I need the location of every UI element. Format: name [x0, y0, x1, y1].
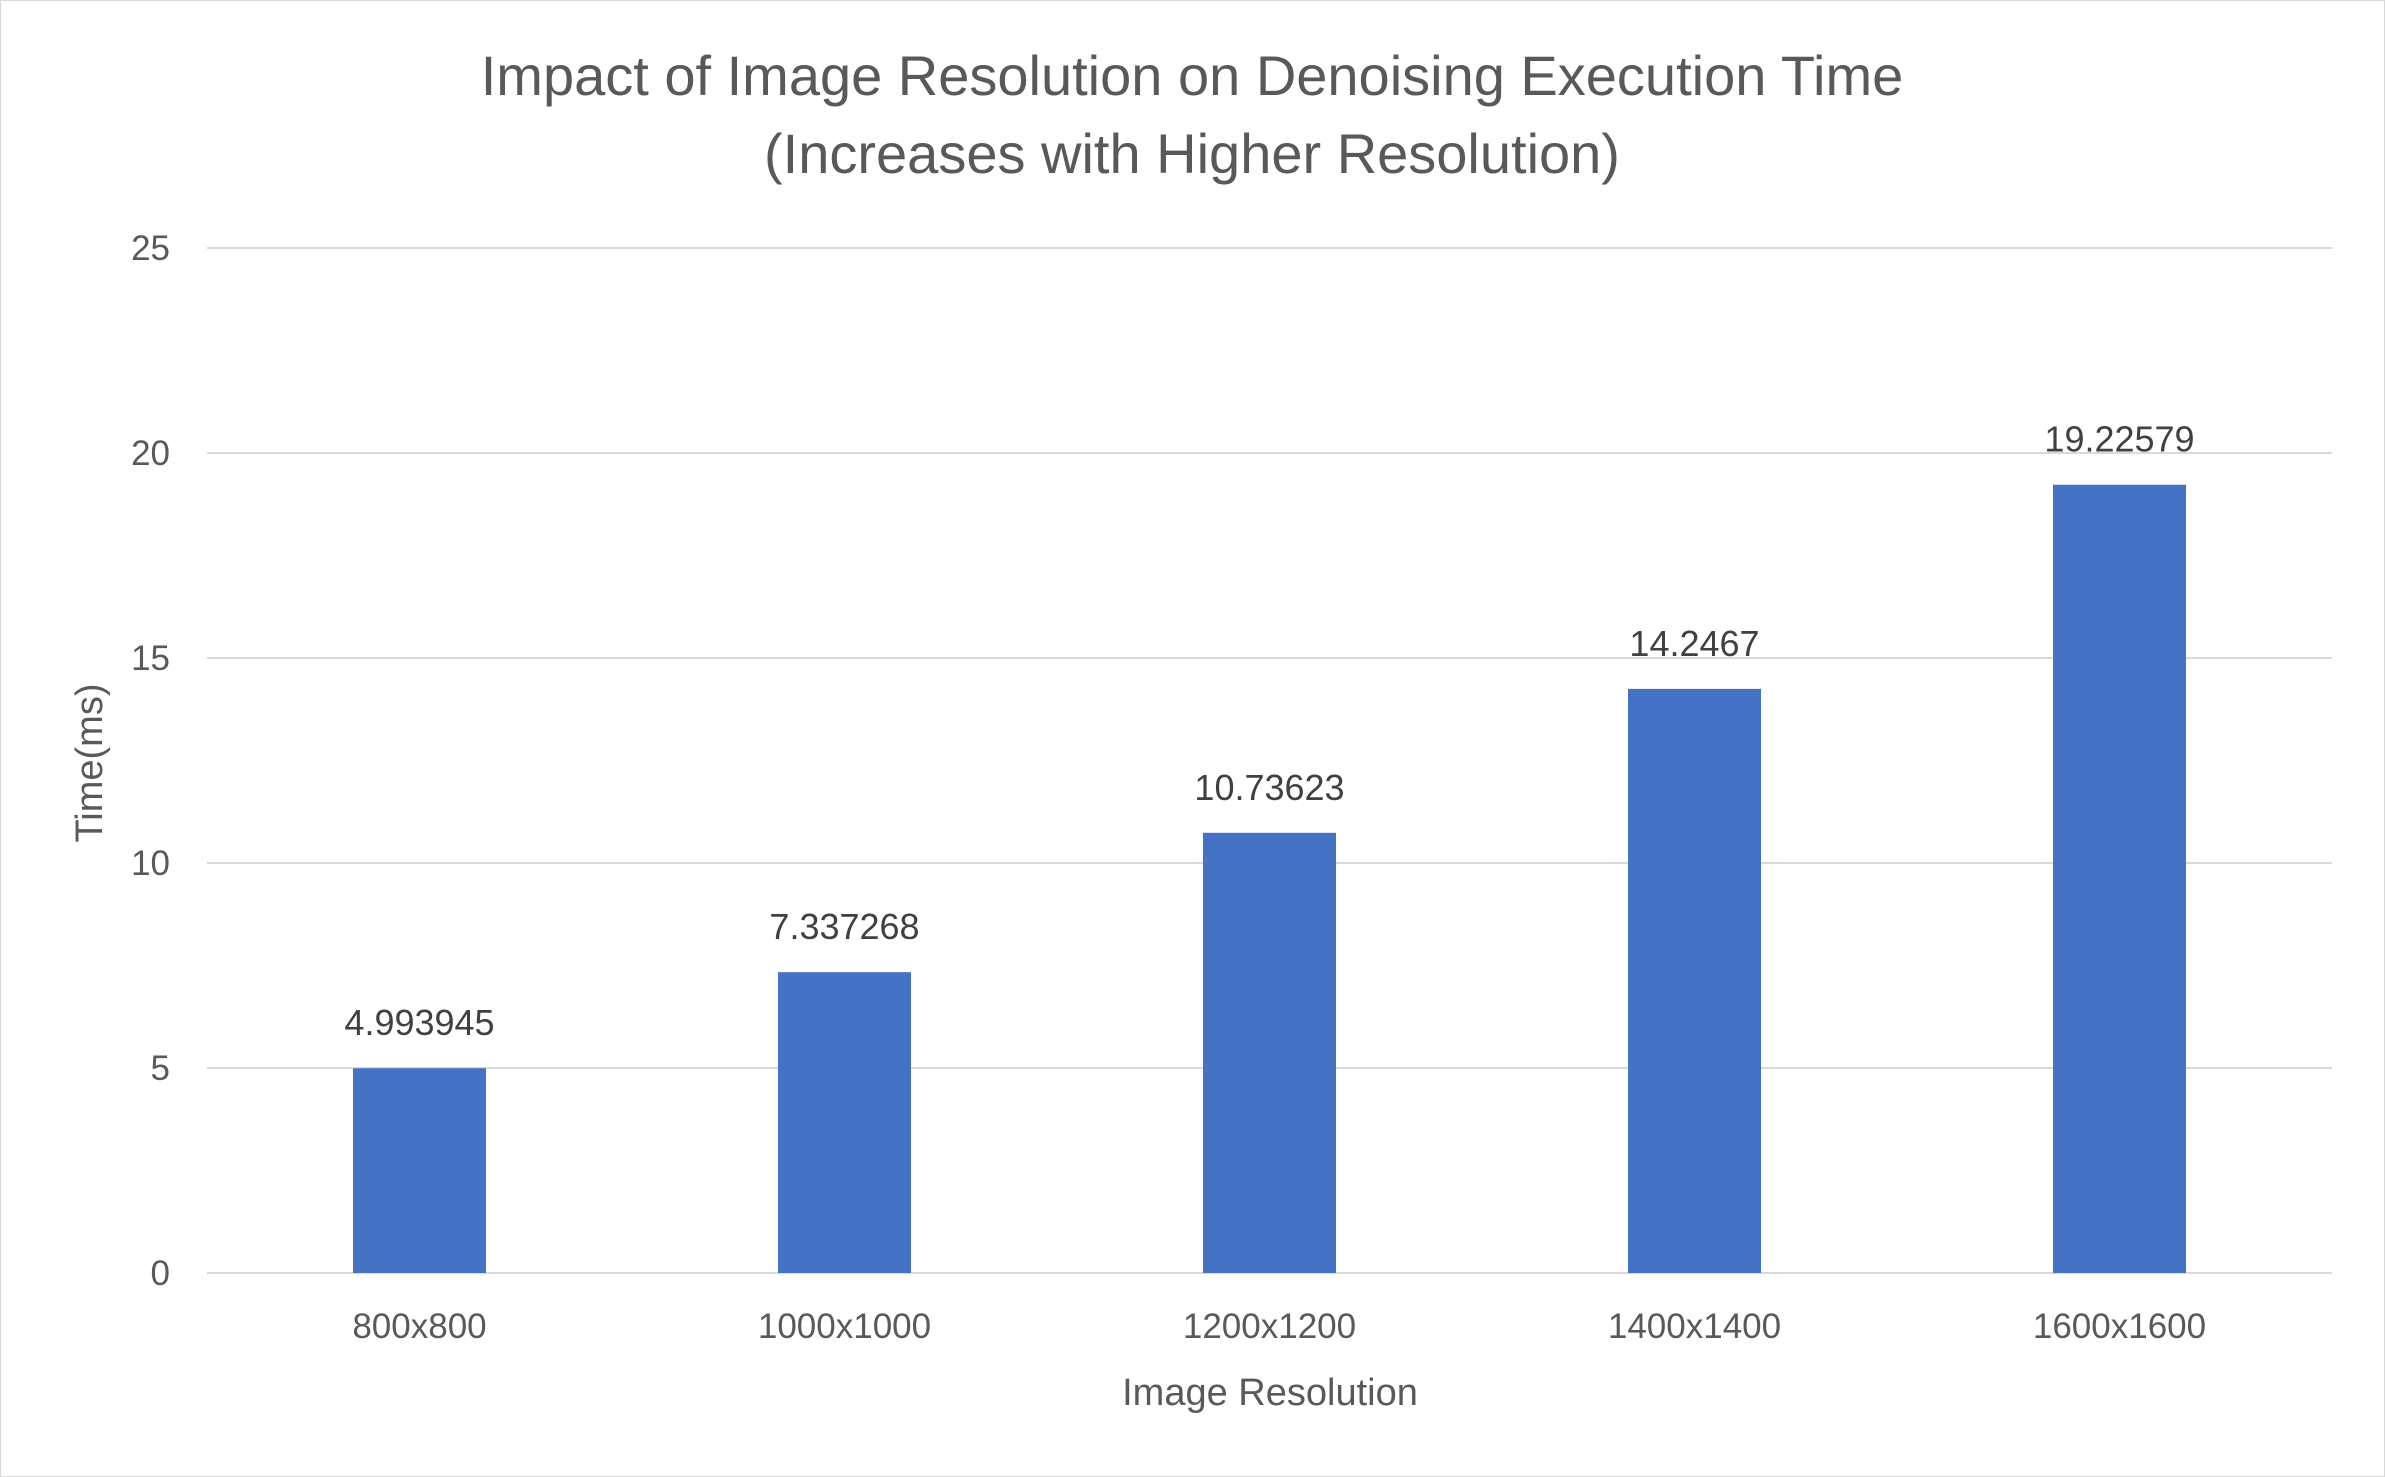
data-label-1600x1600: 19.22579	[2044, 419, 2194, 460]
y-tick-label-0: 0	[151, 1254, 170, 1293]
chart-title-group: Impact of Image Resolution on Denoising …	[481, 44, 1904, 185]
bars	[353, 484, 2186, 1273]
bar-1200x1200	[1203, 832, 1336, 1273]
bar-800x800	[353, 1068, 486, 1273]
data-label-1000x1000: 7.337268	[769, 906, 919, 947]
data-label-1200x1200: 10.73623	[1194, 767, 1344, 808]
y-tick-label-10: 10	[131, 844, 170, 883]
gridlines	[207, 247, 2332, 1274]
x-tick-label-1400x1400: 1400x1400	[1608, 1307, 1781, 1346]
y-tick-label-20: 20	[131, 434, 170, 473]
bar-1400x1400	[1628, 688, 1761, 1273]
y-tick-label-15: 15	[131, 639, 170, 678]
x-axis-ticks: 800x800 1000x1000 1200x1200 1400x1400 1600x1…	[352, 1307, 2206, 1346]
data-label-1400x1400: 14.2467	[1629, 623, 1759, 664]
x-axis-title: Image Resolution	[1122, 1372, 1418, 1414]
chart-title: Impact of Image Resolution on Denoising …	[481, 44, 1904, 107]
y-axis-title: Time(ms)	[69, 684, 111, 843]
bar-1000x1000	[778, 972, 911, 1273]
x-tick-label-1000x1000: 1000x1000	[758, 1307, 931, 1346]
y-tick-label-5: 5	[151, 1049, 170, 1088]
data-label-800x800: 4.993945	[344, 1002, 494, 1043]
x-tick-label-1600x1600: 1600x1600	[2033, 1307, 2206, 1346]
y-axis-ticks: 0 5 10 15 20 25	[131, 229, 170, 1293]
chart-subtitle: (Increases with Higher Resolution)	[764, 122, 1620, 185]
bar-1600x1600	[2053, 484, 2186, 1273]
y-tick-label-25: 25	[131, 229, 170, 268]
x-tick-label-1200x1200: 1200x1200	[1183, 1307, 1356, 1346]
x-tick-label-800x800: 800x800	[352, 1307, 486, 1346]
data-labels: 4.993945 7.337268 10.73623 14.2467 19.22579	[344, 419, 2194, 1044]
